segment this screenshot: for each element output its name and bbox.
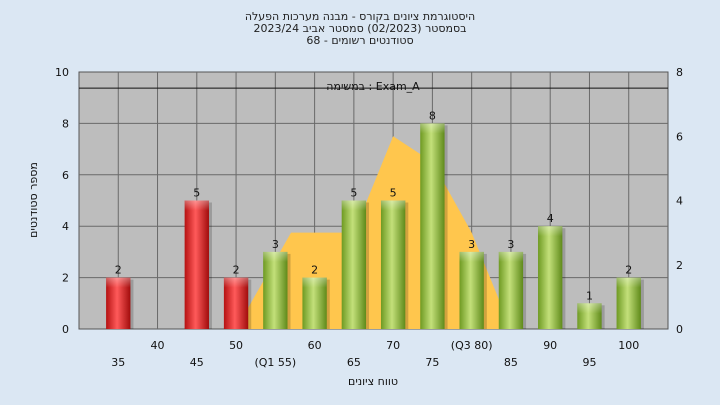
x-tick-labels: 35 40 45 50 (Q1 55) 60 65 70 75 (Q3 80) 85 90 95 100 bbox=[111, 339, 639, 369]
bar bbox=[459, 251, 484, 329]
bar bbox=[380, 200, 406, 329]
x-tick-label: (Q1 55) bbox=[254, 356, 296, 369]
bar bbox=[341, 200, 367, 329]
title-line-1: היסטוגרמת ציונים בקורס - מבנה מערכות הפע… bbox=[245, 10, 475, 23]
chart-title: היסטוגרמת ציונים בקורס - מבנה מערכות הפע… bbox=[245, 10, 475, 47]
title-line-2: בסמסטר (02/2023) סמסטר אביב 2023/24 bbox=[253, 22, 466, 35]
data-label: 2 bbox=[311, 264, 318, 277]
x-tick-label: 35 bbox=[111, 356, 125, 369]
x-tick-label: 85 bbox=[504, 356, 518, 369]
x-tick-label: 90 bbox=[543, 339, 557, 352]
y-tick-label: 10 bbox=[55, 66, 69, 79]
data-label: 8 bbox=[429, 109, 436, 122]
x-tick-label: 40 bbox=[151, 339, 165, 352]
bar bbox=[538, 226, 563, 329]
y-tick-label: 6 bbox=[62, 169, 69, 182]
bar bbox=[498, 251, 524, 329]
data-label: 3 bbox=[507, 238, 514, 251]
y2-tick-label: 0 bbox=[676, 323, 683, 336]
bar-highlight bbox=[223, 277, 249, 288]
bar-highlight bbox=[498, 251, 524, 262]
y-tick-label: 8 bbox=[62, 117, 69, 130]
bar-highlight bbox=[538, 226, 563, 237]
data-label: 2 bbox=[625, 264, 632, 277]
bar-highlight bbox=[341, 200, 367, 211]
y2-tick-label: 4 bbox=[676, 195, 683, 208]
data-label: 2 bbox=[115, 264, 122, 277]
data-label: 4 bbox=[547, 212, 554, 225]
bar-highlight bbox=[302, 277, 327, 288]
x-tick-label: 50 bbox=[229, 339, 243, 352]
bar-highlight bbox=[577, 303, 602, 314]
y2-tick-label: 6 bbox=[676, 130, 683, 143]
x-tick-label: 100 bbox=[618, 339, 639, 352]
x-axis-label: טווח ציונים bbox=[348, 375, 398, 388]
data-label: 3 bbox=[272, 238, 279, 251]
bar-highlight bbox=[459, 251, 484, 262]
y-axis-label: מספר סטודנטים bbox=[27, 162, 40, 238]
data-label: 3 bbox=[468, 238, 475, 251]
x-tick-label: (Q3 80) bbox=[451, 339, 493, 352]
x-tick-label: 60 bbox=[308, 339, 322, 352]
y2-tick-label: 8 bbox=[676, 66, 683, 79]
y-tick-label: 0 bbox=[62, 323, 69, 336]
data-label: 1 bbox=[586, 289, 593, 302]
bar-highlight bbox=[380, 200, 406, 211]
chart-annotation: במשימה : Exam_A bbox=[326, 80, 420, 93]
y-tick-label: 4 bbox=[62, 220, 69, 233]
bar-highlight bbox=[263, 251, 288, 262]
data-label: 2 bbox=[233, 264, 240, 277]
bar-highlight bbox=[616, 277, 641, 288]
x-tick-label: 75 bbox=[425, 356, 439, 369]
y-tick-labels: 0 2 4 6 8 10 bbox=[55, 66, 69, 336]
title-line-3: 68 - סטודנטים רשומים bbox=[306, 34, 413, 47]
bar-highlight bbox=[420, 123, 445, 134]
y-tick-label: 2 bbox=[62, 272, 69, 285]
x-tick-label: 70 bbox=[386, 339, 400, 352]
data-label: 5 bbox=[390, 187, 397, 200]
y2-tick-label: 2 bbox=[676, 259, 683, 272]
y2-tick-labels: 0 2 4 6 8 bbox=[676, 66, 683, 336]
x-tick-label: 65 bbox=[347, 356, 361, 369]
bar-highlight bbox=[106, 277, 131, 288]
bar bbox=[420, 123, 445, 330]
bars bbox=[106, 123, 644, 330]
data-label: 5 bbox=[193, 187, 200, 200]
x-tick-label: 95 bbox=[582, 356, 596, 369]
bar bbox=[263, 251, 288, 329]
bar-highlight bbox=[184, 200, 209, 211]
x-tick-label: 45 bbox=[190, 356, 204, 369]
data-label: 5 bbox=[350, 187, 357, 200]
bar bbox=[184, 200, 209, 329]
data-labels: 2 5 2 3 2 5 5 8 3 3 4 1 2 bbox=[115, 109, 632, 302]
